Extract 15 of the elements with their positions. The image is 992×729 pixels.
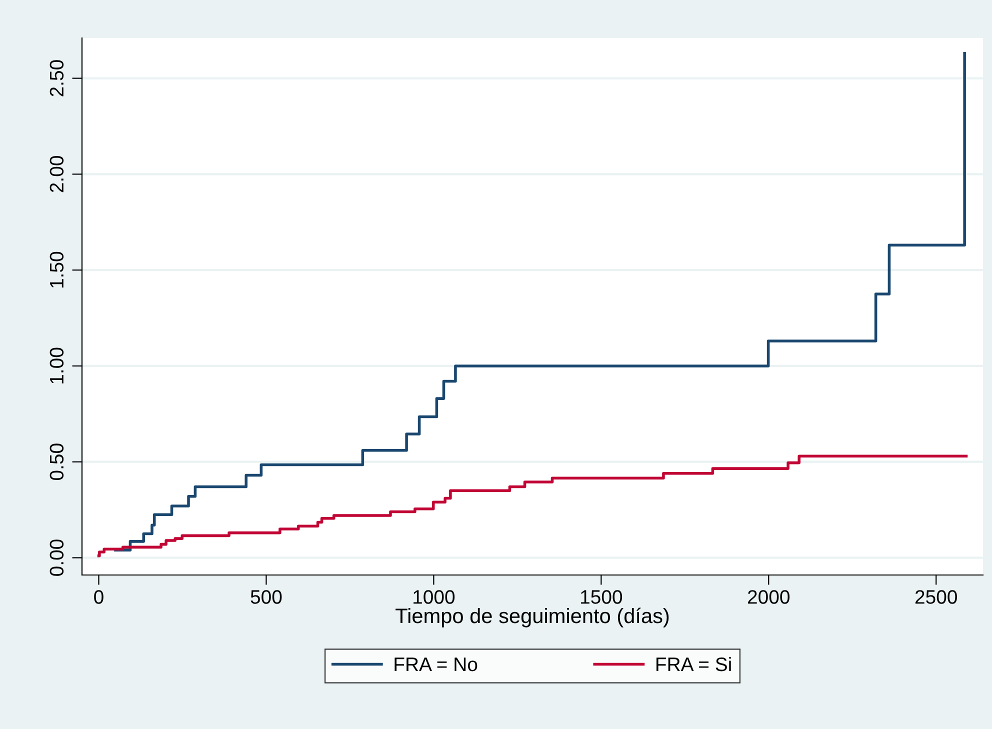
x-tick-label: 2000 xyxy=(748,590,790,604)
legend-label: FRA = Si xyxy=(656,656,731,672)
y-tick-label: 0.00 xyxy=(50,540,64,576)
y-tick-label: 2.00 xyxy=(50,156,64,192)
x-tick-label: 500 xyxy=(250,590,282,604)
y-tick-label: 0.50 xyxy=(50,444,64,480)
x-tick-label: 1000 xyxy=(414,590,455,604)
legend-label: FRA = No xyxy=(394,658,478,672)
x-tick-label: 2500 xyxy=(915,590,957,604)
y-tick-label: 1.00 xyxy=(50,348,64,384)
y-tick-label: 1.50 xyxy=(50,252,64,288)
x-axis-title: Tiempo de seguimiento (días) xyxy=(396,608,669,628)
y-tick-label: 2.50 xyxy=(50,60,64,96)
x-tick-label: 0 xyxy=(94,590,104,604)
x-tick-label: 1500 xyxy=(581,590,622,604)
